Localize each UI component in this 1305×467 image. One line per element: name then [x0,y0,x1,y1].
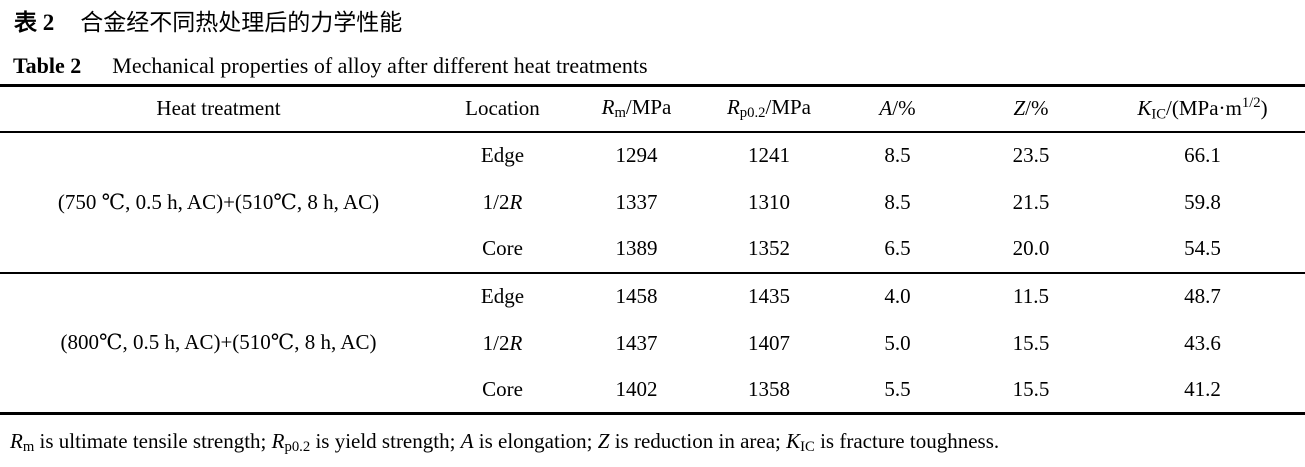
location-cell: Core [482,236,523,260]
z-cell: 15.5 [1012,376,1050,401]
z-cell: 21.5 [1012,189,1050,214]
a-cell: 5.0 [884,330,911,355]
kic-cell: 48.7 [1184,284,1221,308]
z-cell: 20.0 [1012,236,1050,260]
rp02-cell: 1407 [748,330,790,355]
location-cell: 1/2R [482,330,523,355]
treatment-cell: (800℃, 0.5 h, AC)+(510℃, 8 h, AC) [60,330,377,355]
table-caption-en: Table 2 Mechanical properties of alloy af… [13,51,1305,81]
table-caption-en-text: Mechanical properties of alloy after dif… [112,53,648,78]
rp02-cell: 1310 [748,189,790,214]
a-cell: 5.5 [884,376,911,401]
location-cell: Edge [480,143,525,167]
col-header-rm: Rm/MPa [601,95,672,122]
treatment-group-800: (800℃, 0.5 h, AC)+(510℃, 8 h, AC) Edge 1… [0,273,1305,414]
mechanical-properties-table: Heat treatment Location Rm/MPa Rp0.2/MPa… [0,84,1305,415]
treatment-cell: (750 ℃, 0.5 h, AC)+(510℃, 8 h, AC) [57,189,380,214]
a-cell: 4.0 [884,284,911,308]
a-cell: 8.5 [884,189,911,214]
table-header-row: Heat treatment Location Rm/MPa Rp0.2/MPa… [0,86,1305,132]
kic-cell: 43.6 [1184,330,1221,355]
col-header-a: A/% [879,96,916,121]
rp02-cell: 1358 [748,376,790,401]
z-cell: 11.5 [1013,284,1049,308]
table-row: (750 ℃, 0.5 h, AC)+(510℃, 8 h, AC) Edge … [0,132,1305,214]
rm-cell: 1402 [615,376,658,401]
rp02-cell: 1241 [748,143,790,167]
kic-cell: 59.8 [1184,189,1221,214]
z-cell: 23.5 [1012,143,1050,167]
table-row: (800℃, 0.5 h, AC)+(510℃, 8 h, AC) Edge 1… [0,273,1305,354]
table-caption-zh-text: 合金经不同热处理后的力学性能 [80,10,403,35]
col-header-rp02: Rp0.2/MPa [726,95,812,122]
a-cell: 6.5 [884,236,911,260]
z-cell: 15.5 [1012,330,1050,355]
col-header-heat-treatment: Heat treatment [156,96,281,121]
rm-cell: 1437 [615,330,658,355]
kic-cell: 41.2 [1184,376,1221,401]
treatment-group-750: (750 ℃, 0.5 h, AC)+(510℃, 8 h, AC) Edge … [0,132,1305,273]
location-cell: 1/2R [482,189,523,214]
kic-cell: 66.1 [1184,143,1221,167]
a-cell: 8.5 [884,143,911,167]
table-row: Core 1389 1352 6.5 20.0 54.5 [0,226,1305,273]
col-header-z: Z/% [1013,96,1049,121]
table-caption-en-label: Table 2 [13,53,82,78]
kic-cell: 54.5 [1184,236,1221,260]
table-footnote: Rm is ultimate tensile strength; Rp0.2 i… [10,429,1000,456]
table-row: 1/2R 1437 1407 5.0 15.5 43.6 [0,320,1305,367]
location-cell: Edge [480,284,525,308]
col-header-location: Location [465,96,540,121]
rm-cell: 1389 [615,236,658,260]
rm-cell: 1458 [615,284,658,308]
rm-cell: 1337 [615,189,658,214]
table-caption-zh: 表 2 合金经不同热处理后的力学性能 [14,7,1305,39]
location-cell: Core [482,376,523,401]
rp02-cell: 1435 [748,284,790,308]
rm-cell: 1294 [615,143,658,167]
table-row: 1/2R 1337 1310 8.5 21.5 59.8 [0,179,1305,226]
table-row: Core 1402 1358 5.5 15.5 41.2 [0,367,1305,414]
rp02-cell: 1352 [748,236,790,260]
col-header-kic: KIC/(MPa·m1/2) [1137,94,1268,122]
table-caption-zh-label: 表 2 [14,10,55,35]
